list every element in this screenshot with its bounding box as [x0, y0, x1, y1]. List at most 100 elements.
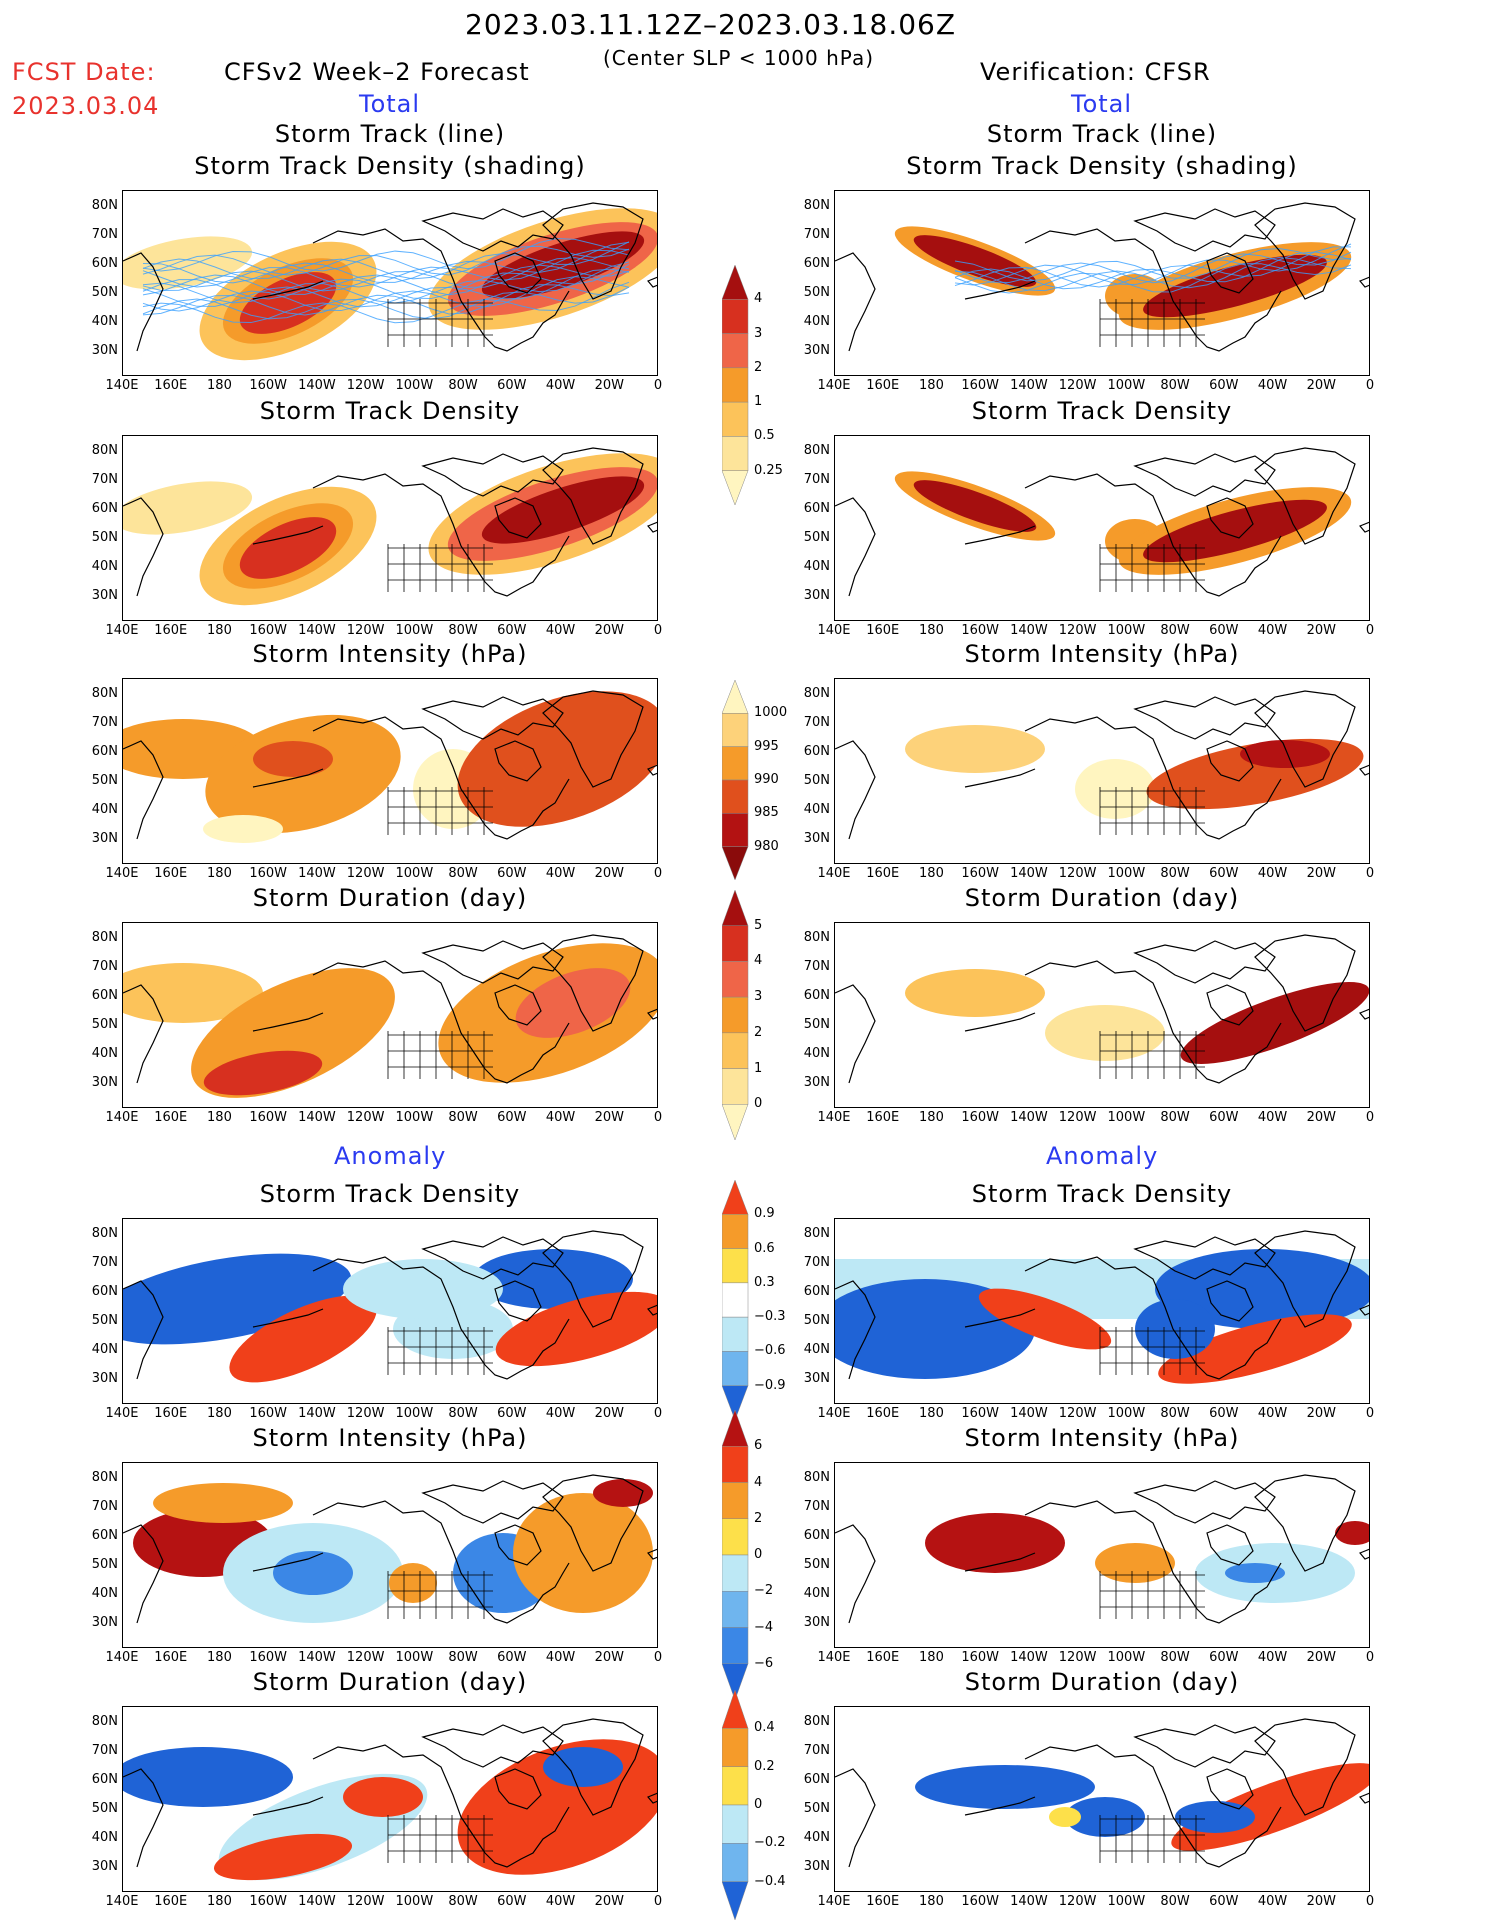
lon-tick-label: 100W: [1107, 623, 1146, 638]
lon-tick-label: 0: [1365, 1406, 1375, 1421]
lon-tick-label: 120W: [346, 1650, 385, 1665]
panel-title: Storm Duration (day): [252, 884, 528, 912]
panel-title: Storm Intensity (hPa): [252, 1424, 528, 1452]
lat-tick-label: 70N: [803, 1499, 830, 1514]
lon-tick-label: 160E: [866, 378, 900, 393]
colorbar-segment: [721, 333, 749, 369]
lon-tick-label: 140W: [298, 866, 336, 881]
colorbar-segment: [721, 264, 749, 300]
colorbar-segment: [721, 1728, 749, 1767]
colorbar-tick-label: 995: [754, 738, 779, 754]
colorbar-segment: [721, 1385, 749, 1421]
colorbar-intensity-anom: [721, 1409, 752, 1704]
lon-tick-label: 160W: [249, 623, 287, 638]
lon-tick-label: 180: [919, 866, 944, 881]
panel-title: Storm Track Density: [259, 397, 521, 425]
colorbar-segment: [721, 1591, 749, 1628]
lon-tick-label: 20W: [1306, 1110, 1336, 1125]
lat-tick-label: 80N: [803, 1714, 830, 1729]
colorbar-segment: [721, 746, 749, 781]
lat-tick-label: 70N: [803, 1743, 830, 1758]
lat-tick-label: 80N: [803, 1226, 830, 1241]
colorbar-segment: [721, 961, 749, 998]
lon-tick-label: 40W: [1257, 378, 1288, 393]
colorbar-tick-label: 0.4: [754, 1720, 775, 1736]
colorbar-tick-label: −6: [754, 1655, 774, 1671]
lon-tick-label: 180: [919, 1650, 944, 1665]
lon-tick-label: 100W: [1107, 1406, 1146, 1421]
lon-tick-label: 160W: [961, 1650, 999, 1665]
lon-tick-label: 180: [919, 623, 944, 638]
lon-tick-label: 100W: [395, 1110, 434, 1125]
lat-tick-label: 30N: [803, 588, 830, 603]
lon-tick-label: 40W: [545, 1650, 576, 1665]
lon-tick-label: 60W: [497, 1110, 527, 1125]
colorbar-segment: [721, 846, 749, 881]
colorbar-tick-label: 0: [754, 1096, 763, 1112]
lon-tick-label: 140W: [298, 378, 336, 393]
lat-tick-label: 70N: [91, 959, 118, 974]
colorbar-segment: [721, 1351, 749, 1386]
lat-tick-label: 80N: [803, 198, 830, 213]
colorbar-segment: [721, 1663, 749, 1701]
lon-tick-label: 40W: [545, 1110, 576, 1125]
lat-tick-label: 60N: [803, 1528, 830, 1543]
lon-tick-label: 0: [1365, 1894, 1375, 1909]
lon-tick-label: 0: [1365, 866, 1375, 881]
colorbar-segment: [721, 1482, 749, 1519]
lon-tick-label: 160E: [866, 623, 900, 638]
colorbar-tick-label: 3: [754, 325, 763, 341]
lat-tick-label: 30N: [803, 1371, 830, 1386]
lon-tick-label: 60W: [1209, 1894, 1239, 1909]
lon-tick-label: 0: [653, 623, 663, 638]
lon-tick-label: 100W: [1107, 866, 1146, 881]
lon-tick-label: 100W: [395, 378, 434, 393]
lon-tick-label: 0: [653, 1110, 663, 1125]
colorbar-tick-label: 0: [754, 1797, 763, 1812]
colorbar-segment: [721, 1518, 749, 1556]
lat-tick-label: 70N: [803, 1255, 830, 1270]
lon-tick-label: 40W: [545, 866, 576, 881]
lon-tick-label: 140W: [298, 1406, 336, 1421]
lon-tick-label: 160W: [961, 866, 999, 881]
lon-tick-label: 80W: [448, 1650, 478, 1665]
lat-tick-label: 80N: [91, 1226, 118, 1241]
lon-tick-label: 80W: [1160, 1406, 1190, 1421]
lat-tick-label: 30N: [91, 1371, 118, 1386]
lon-tick-label: 60W: [1209, 623, 1239, 638]
lon-tick-label: 0: [1365, 378, 1375, 393]
lon-tick-label: 20W: [1306, 1406, 1336, 1421]
lon-tick-label: 140E: [105, 1650, 139, 1665]
colorbar-tick-label: 5: [754, 917, 763, 933]
map-panel-duration-verification: [834, 922, 1370, 1108]
right-anomaly-label: Anomaly: [1046, 1142, 1159, 1170]
lon-tick-label: 160W: [961, 1894, 999, 1909]
lon-tick-label: 160E: [866, 866, 900, 881]
right-total-label: Total: [1071, 90, 1133, 118]
lon-tick-label: 80W: [448, 1110, 478, 1125]
lon-tick-label: 140W: [1010, 866, 1048, 881]
lon-tick-label: 180: [919, 378, 944, 393]
lon-tick-label: 80W: [448, 623, 478, 638]
lat-tick-label: 60N: [91, 988, 118, 1003]
criterion-subtitle: (Center SLP < 1000 hPa): [603, 46, 874, 70]
lat-tick-label: 60N: [803, 1772, 830, 1787]
lon-tick-label: 160W: [961, 378, 999, 393]
lon-tick-label: 180: [207, 623, 232, 638]
lat-tick-label: 30N: [91, 1859, 118, 1874]
lon-tick-label: 120W: [1058, 1894, 1097, 1909]
lon-tick-label: 140W: [1010, 623, 1048, 638]
lon-tick-label: 40W: [1257, 1110, 1288, 1125]
lon-tick-label: 40W: [1257, 1406, 1288, 1421]
lat-tick-label: 80N: [91, 443, 118, 458]
colorbar-tick-label: −0.2: [754, 1835, 786, 1851]
lat-tick-label: 50N: [91, 1801, 118, 1816]
lon-tick-label: 120W: [1058, 866, 1097, 881]
colorbar-tick-label: −0.4: [754, 1873, 786, 1889]
lon-tick-label: 140E: [105, 623, 139, 638]
lat-tick-label: 40N: [91, 802, 118, 817]
lat-tick-label: 40N: [803, 559, 830, 574]
lon-tick-label: 100W: [1107, 378, 1146, 393]
lon-tick-label: 140E: [817, 1650, 851, 1665]
lon-tick-label: 160E: [154, 1894, 188, 1909]
